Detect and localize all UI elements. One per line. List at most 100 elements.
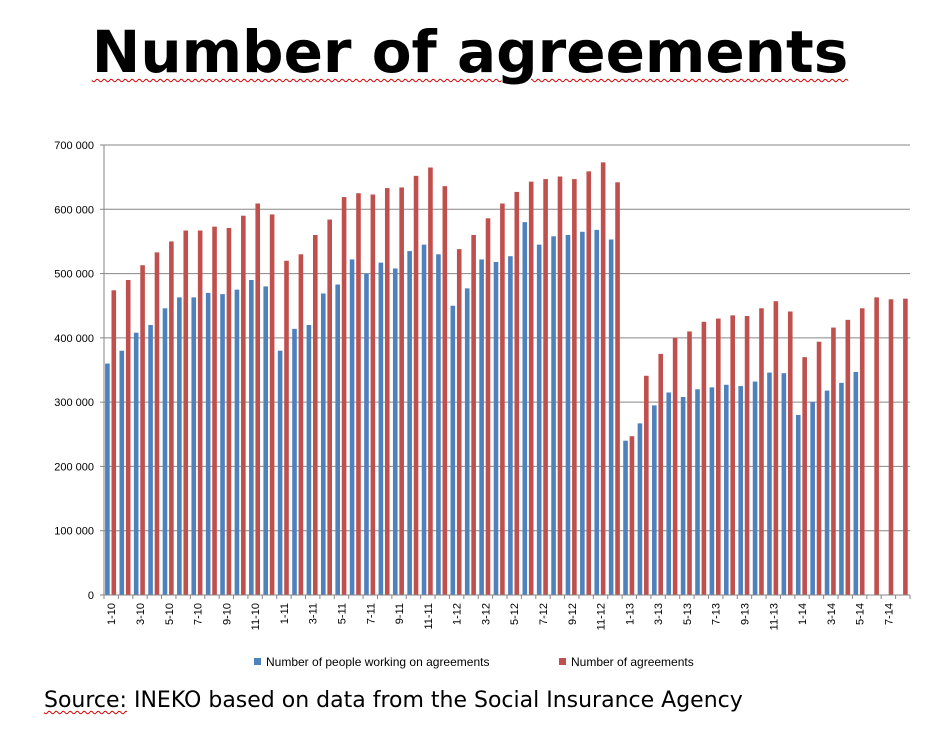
x-tick-label: 3-13: [653, 603, 665, 625]
bar-people: [292, 328, 297, 595]
y-tick-label: 700 000: [54, 140, 94, 152]
bar-agreements: [341, 197, 347, 596]
bar-people: [133, 332, 139, 595]
legend-swatch: [559, 658, 566, 665]
bar-agreements: [715, 318, 721, 595]
bar-agreements: [312, 235, 318, 595]
bar-agreements: [600, 162, 606, 595]
bar-people: [824, 390, 830, 595]
bar-people: [853, 371, 859, 595]
y-tick-label: 400 000: [54, 333, 94, 345]
bar-people: [680, 397, 686, 595]
bar-people: [565, 235, 571, 595]
bar-people: [608, 239, 614, 595]
x-tick-label: 7-10: [193, 603, 205, 625]
bar-people: [205, 292, 211, 595]
bar-agreements: [615, 182, 620, 596]
x-tick-label: 9-11: [394, 603, 406, 624]
bar-agreements: [298, 254, 304, 596]
bar-people: [709, 387, 715, 595]
bar-people: [177, 297, 182, 595]
bar-agreements: [759, 308, 764, 595]
bar-agreements: [859, 308, 865, 595]
bar-people: [364, 273, 369, 595]
bar-people: [781, 373, 787, 595]
bar-agreements: [212, 226, 217, 595]
x-tick-label: 11-11: [423, 603, 435, 630]
source-note: Source: INEKO based on data from the Soc…: [44, 688, 743, 713]
bar-people: [349, 259, 355, 595]
bar-people: [738, 386, 743, 595]
x-tick-label: 3-10: [135, 603, 147, 625]
bar-people: [105, 363, 110, 595]
bar-people: [637, 423, 643, 595]
legend-label: Number of people working on agreements: [266, 655, 489, 669]
bar-agreements: [284, 260, 289, 595]
bar-people: [234, 289, 240, 595]
bar-agreements: [874, 297, 879, 595]
x-tick-label: 3-12: [480, 603, 492, 625]
x-tick-label: 5-10: [164, 603, 176, 625]
bar-agreements: [903, 298, 908, 595]
bar-agreements: [831, 327, 836, 595]
legend: Number of people working on agreements Nu…: [254, 655, 694, 669]
bar-agreements: [197, 230, 203, 595]
bar-people: [752, 381, 758, 595]
x-tick-label: 11-13: [768, 603, 780, 630]
bar-people: [191, 297, 197, 595]
bar-people: [839, 382, 844, 595]
bar-people: [421, 244, 427, 595]
x-tick-label: 5-11: [336, 603, 348, 624]
bar-agreements: [399, 187, 404, 595]
bar-agreements: [586, 171, 592, 595]
bar-agreements: [241, 215, 246, 595]
bar-people: [594, 229, 600, 595]
bar-agreements: [802, 357, 807, 595]
bar-agreements: [845, 319, 851, 595]
bar-agreements: [672, 337, 678, 595]
bar-people: [522, 222, 528, 595]
bar-people: [450, 305, 456, 595]
bar-people: [249, 280, 254, 595]
bar-agreements: [629, 436, 635, 595]
bar-agreements: [456, 249, 462, 595]
bar-people: [767, 372, 772, 595]
bar-people: [263, 286, 269, 595]
source-text: INEKO based on data from the Social Insu…: [133, 688, 743, 713]
bar-agreements: [471, 235, 476, 595]
bar-agreements: [125, 280, 131, 595]
y-tick-label: 200 000: [54, 461, 94, 473]
x-tick-label: 7-14: [883, 603, 895, 625]
bar-people: [810, 402, 815, 595]
bar-agreements: [773, 301, 779, 595]
y-tick-label: 500 000: [54, 269, 94, 281]
bar-people: [162, 308, 168, 595]
x-tick-label: 5-12: [509, 603, 521, 625]
bar-agreements: [428, 167, 433, 595]
bar-people: [508, 256, 513, 595]
bar-agreements: [572, 179, 577, 596]
y-tick-label: 100 000: [54, 526, 94, 538]
bar-agreements: [269, 214, 275, 595]
bar-people: [795, 415, 801, 595]
bar-people: [551, 236, 556, 596]
bar-agreements: [356, 193, 361, 595]
bar-agreements: [384, 188, 390, 596]
bar-people: [479, 259, 484, 595]
x-tick-label: 11-10: [250, 603, 262, 630]
bar-agreements: [442, 186, 448, 595]
chart-title: Number of agreements: [91, 18, 849, 86]
bar-people: [306, 325, 312, 595]
bar-people: [436, 254, 441, 596]
x-tick-label: 1-11: [279, 603, 291, 624]
y-axis: 0 100 000 200 000 300 000 400 000 500 000 600 …: [54, 140, 105, 602]
bar-people: [666, 392, 672, 595]
bar-agreements: [701, 321, 707, 595]
x-tick-label: 1-13: [624, 603, 636, 625]
x-tick-label: 9-12: [567, 603, 579, 625]
x-tick-label: 1-14: [797, 603, 809, 625]
x-tick-label: 3-14: [826, 603, 838, 625]
bar-people: [580, 231, 585, 596]
y-tick-label: 600 000: [54, 204, 94, 216]
bar-agreements: [140, 265, 145, 595]
